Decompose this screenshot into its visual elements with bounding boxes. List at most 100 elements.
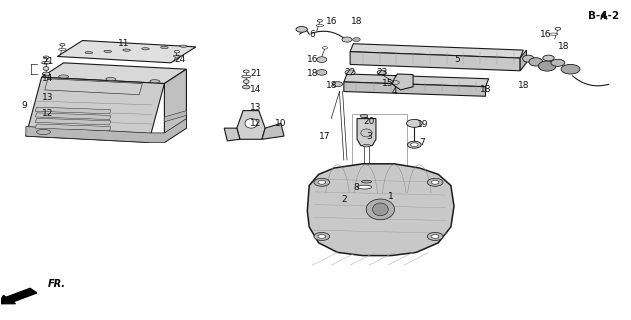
Polygon shape: [392, 74, 413, 90]
Ellipse shape: [363, 144, 370, 147]
Ellipse shape: [104, 50, 112, 52]
Ellipse shape: [543, 55, 554, 61]
Ellipse shape: [322, 47, 327, 49]
Text: 23: 23: [376, 68, 387, 77]
Polygon shape: [165, 69, 186, 142]
Text: 13: 13: [42, 93, 54, 102]
Ellipse shape: [60, 44, 65, 46]
Polygon shape: [520, 50, 526, 71]
Text: 17: 17: [319, 132, 331, 140]
Ellipse shape: [317, 69, 327, 75]
Ellipse shape: [522, 55, 534, 62]
Polygon shape: [224, 128, 240, 141]
Polygon shape: [262, 123, 284, 139]
Text: FR.: FR.: [48, 279, 66, 289]
Polygon shape: [165, 111, 186, 122]
Text: 18: 18: [517, 81, 529, 90]
Text: 10: 10: [275, 119, 286, 128]
Ellipse shape: [318, 180, 326, 184]
Ellipse shape: [59, 49, 66, 50]
Ellipse shape: [317, 57, 327, 62]
Ellipse shape: [317, 20, 322, 22]
Ellipse shape: [43, 67, 49, 70]
Text: 18: 18: [351, 17, 362, 26]
Ellipse shape: [142, 48, 150, 50]
Ellipse shape: [406, 119, 422, 127]
Text: 8: 8: [353, 183, 359, 192]
Text: 14: 14: [250, 85, 261, 94]
Text: 21: 21: [42, 57, 54, 66]
Ellipse shape: [85, 52, 93, 54]
Text: 22: 22: [345, 68, 356, 77]
Text: 5: 5: [454, 55, 460, 64]
Ellipse shape: [432, 180, 439, 184]
Polygon shape: [35, 118, 111, 125]
Ellipse shape: [360, 115, 368, 118]
Ellipse shape: [244, 70, 249, 73]
Ellipse shape: [123, 49, 131, 51]
Polygon shape: [26, 119, 186, 142]
Text: 16: 16: [540, 30, 551, 39]
Polygon shape: [344, 74, 488, 87]
Text: 7: 7: [420, 138, 425, 147]
Text: 12: 12: [42, 109, 54, 118]
Text: 18: 18: [326, 81, 337, 90]
Polygon shape: [237, 111, 265, 139]
Ellipse shape: [242, 75, 251, 78]
Text: 16: 16: [307, 55, 318, 64]
Ellipse shape: [242, 85, 250, 89]
Ellipse shape: [427, 233, 443, 240]
Ellipse shape: [377, 70, 386, 75]
Text: 6: 6: [309, 30, 316, 39]
Text: 20: 20: [363, 117, 375, 126]
Ellipse shape: [555, 27, 561, 30]
Ellipse shape: [551, 59, 565, 66]
Text: 21: 21: [250, 69, 261, 78]
Ellipse shape: [42, 72, 50, 76]
Ellipse shape: [345, 70, 355, 75]
Ellipse shape: [106, 77, 116, 81]
Text: 18: 18: [558, 42, 570, 52]
Ellipse shape: [408, 141, 422, 148]
Ellipse shape: [174, 50, 179, 53]
Ellipse shape: [538, 61, 556, 71]
Ellipse shape: [432, 235, 439, 238]
Ellipse shape: [549, 33, 558, 35]
Ellipse shape: [561, 64, 580, 74]
Ellipse shape: [366, 199, 394, 220]
Ellipse shape: [244, 80, 249, 84]
Ellipse shape: [372, 203, 388, 216]
Polygon shape: [350, 52, 520, 71]
Ellipse shape: [361, 129, 372, 137]
Polygon shape: [35, 107, 111, 114]
Text: 12: 12: [250, 119, 261, 128]
Text: 19: 19: [417, 120, 428, 130]
Text: 14: 14: [42, 74, 54, 83]
Ellipse shape: [316, 25, 324, 27]
Text: 2: 2: [341, 195, 346, 204]
Text: 13: 13: [250, 103, 261, 112]
Ellipse shape: [150, 80, 160, 83]
Ellipse shape: [59, 75, 69, 78]
Ellipse shape: [358, 185, 372, 189]
Ellipse shape: [342, 37, 352, 42]
Text: 11: 11: [118, 39, 129, 48]
Ellipse shape: [161, 46, 168, 49]
Polygon shape: [57, 41, 196, 63]
Text: 1: 1: [388, 192, 394, 201]
Ellipse shape: [314, 178, 329, 186]
Text: 9: 9: [21, 101, 28, 110]
Text: 18: 18: [480, 85, 492, 94]
Text: B-4-2: B-4-2: [588, 12, 620, 21]
Ellipse shape: [353, 38, 360, 42]
Ellipse shape: [179, 45, 187, 47]
Text: 24: 24: [175, 55, 186, 64]
Ellipse shape: [43, 56, 49, 59]
Text: 16: 16: [326, 17, 337, 26]
Text: 4: 4: [391, 87, 397, 96]
Polygon shape: [344, 82, 485, 96]
Ellipse shape: [318, 235, 326, 238]
Ellipse shape: [427, 178, 443, 186]
Ellipse shape: [314, 233, 329, 240]
Polygon shape: [350, 44, 523, 58]
